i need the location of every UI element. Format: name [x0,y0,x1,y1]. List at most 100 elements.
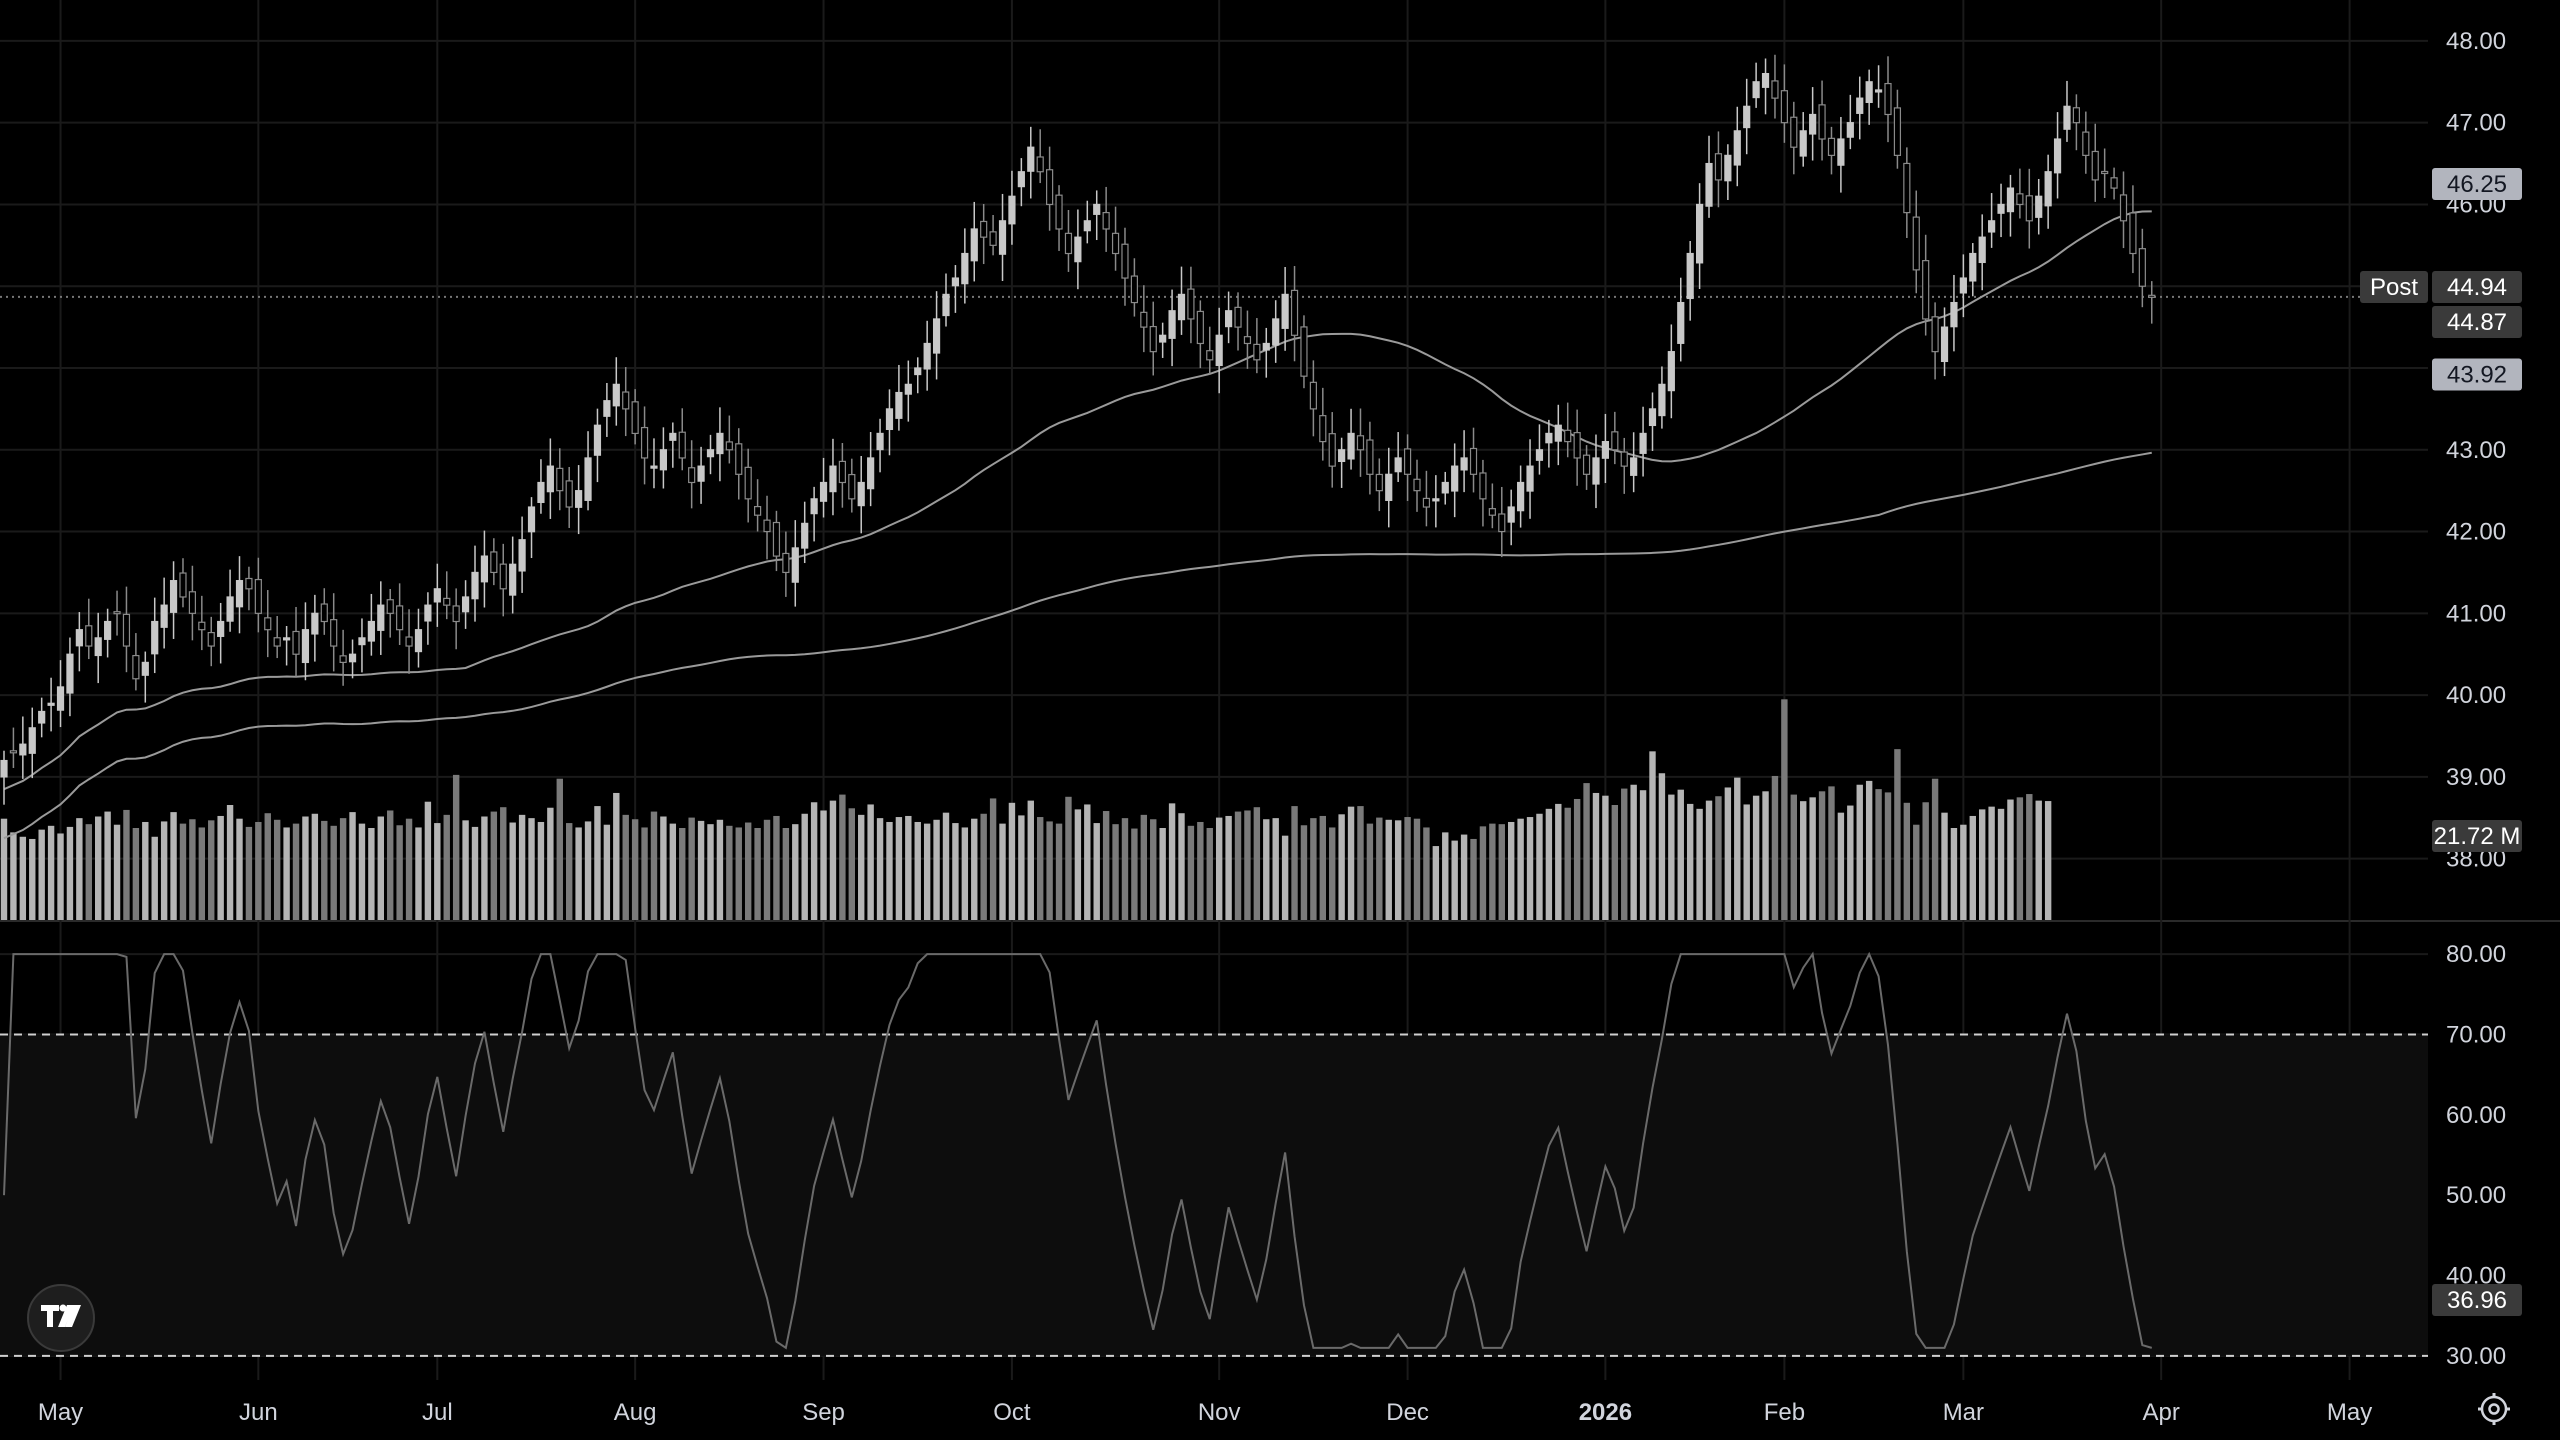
volume-bar [1263,819,1270,920]
candle-body [1809,113,1817,135]
candle-body [801,522,809,549]
volume-bar [85,824,92,920]
volume-bar [952,823,959,920]
time-axis-label: Dec [1386,1399,1429,1426]
volume-bar [1432,846,1440,920]
candle-body [980,220,988,238]
candle-body [1667,351,1675,392]
candle-body [433,588,441,603]
price-badge: 44.87 [2447,309,2507,336]
candle-body [1988,220,1996,233]
volume-bar [1960,824,1967,920]
candle-body [1149,325,1157,353]
candle-body [28,727,36,754]
settings-gear-icon[interactable] [2478,1393,2510,1425]
volume-bar [1715,796,1722,920]
volume-bar [914,821,921,920]
rsi-tick-label: 50.00 [2446,1182,2506,1209]
volume-bar [547,807,554,920]
candle-body [2016,193,2024,206]
candle-body [2091,150,2099,181]
volume-bar [2016,797,2024,920]
volume-bar [1376,817,1383,920]
price-tick-label: 47.00 [2446,110,2506,137]
candle-body [1630,457,1638,476]
volume-bar [1131,828,1138,920]
volume-bar [1517,818,1524,920]
candle-body [612,383,620,407]
volume-bar [113,824,121,920]
time-axis-label: Nov [1198,1399,1241,1426]
candle-body [951,277,960,287]
rsi-line [3,951,2153,1350]
candle-body [923,342,931,370]
volume-bar [1762,791,1769,920]
candle-body [1940,326,1949,363]
candle-body [556,467,564,492]
volume-bar [339,818,347,920]
volume-bar [1027,800,1034,920]
volume-bar [1752,795,1760,920]
volume-bar [283,827,290,920]
candle-body [56,686,65,711]
volume-bar [1460,834,1468,920]
volume-bar [170,812,177,920]
candle-body [1912,216,1920,271]
candle-body [509,563,517,596]
candle-body [113,611,121,615]
candle-body [254,578,262,614]
volume-bar [1168,803,1176,920]
candle-body [819,481,828,502]
volume-bar [1413,818,1421,920]
volume-bar [566,823,573,920]
volume-bar [688,817,695,920]
volume-bar [1404,817,1411,920]
candle-body [1818,104,1826,140]
candle-body [9,750,18,754]
volume-bar [1197,821,1204,920]
volume-bar [820,810,827,920]
candle-body [1761,72,1770,88]
rsi-badge: 36.96 [2447,1287,2507,1314]
candle-body [678,431,686,459]
volume-bar [810,802,818,920]
volume-bar [773,815,780,920]
post-tag-bg [2360,271,2428,303]
volume-bar [782,828,790,920]
candle-body [1140,311,1148,328]
volume-bar [1931,778,1939,920]
candle-body [1799,130,1807,157]
volume-bar [509,822,516,920]
candle-body [2110,177,2118,189]
candle-body [424,604,432,622]
volume-bar [142,821,149,920]
candle-body [1036,156,1044,173]
candle-body [867,457,875,490]
candle-body [188,591,196,614]
candle-body [1535,449,1544,461]
volume-bar [349,812,356,920]
volume-bar [518,814,526,920]
candle-body [650,465,658,469]
candle-body [2063,105,2071,130]
candle-body [1328,433,1336,467]
time-axis-label: May [38,1399,83,1426]
time-axis-label: Jun [239,1399,278,1426]
candle-body [1111,232,1120,255]
volume-bar [1065,796,1072,920]
badge-layer: 46.25 44.94 Post 44.87 43.92 21.72 M 36.96 [2360,168,2522,1316]
candle-body [622,391,630,410]
candle-body [1545,432,1553,444]
candle-body [1403,448,1412,475]
candle-body [885,408,894,431]
candle-body [565,480,573,508]
volume-bar [1508,821,1515,920]
volume-bar [933,819,940,920]
volume-bar [1366,823,1374,920]
volume-bar [1536,813,1543,920]
candle-body [810,498,818,515]
volume-bar [1621,788,1628,920]
volume-bar [1319,815,1326,920]
tradingview-logo[interactable] [27,1284,95,1352]
